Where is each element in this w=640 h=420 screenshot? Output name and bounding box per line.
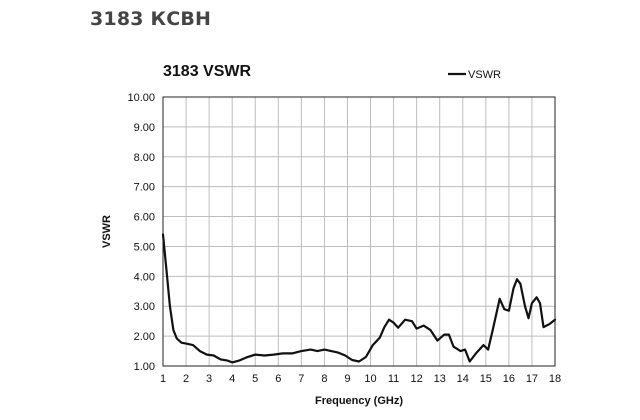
y-tick-labels: 1.00 2.00 3.00 4.00 5.00 6.00 7.00 8.00 9.00 10.0…: [127, 92, 155, 373]
x-tick-label: 17: [526, 373, 538, 385]
y-tick-label: 2.00: [134, 331, 155, 343]
x-tick-label: 9: [344, 373, 350, 385]
y-tick-label: 1.00: [134, 361, 155, 373]
y-tick-label: 3.00: [134, 301, 155, 313]
y-tick-label: 8.00: [134, 152, 155, 164]
x-tick-label: 3: [206, 373, 212, 385]
y-tick-label: 6.00: [134, 212, 155, 224]
legend-label: VSWR: [468, 69, 501, 81]
plot-frame: [162, 96, 556, 367]
grid: [162, 96, 556, 367]
x-tick-label: 12: [411, 373, 423, 385]
y-tick-label: 10.00: [127, 92, 155, 104]
page-heading: 3183 КСВН: [90, 8, 212, 30]
x-tick-label: 14: [457, 373, 469, 385]
x-axis-label: Frequency (GHz): [315, 395, 403, 407]
y-axis-label: VSWR: [101, 215, 113, 248]
legend: VSWR: [448, 69, 501, 81]
y-tick-label: 9.00: [134, 122, 155, 134]
x-tick-label: 10: [364, 373, 376, 385]
vswr-series-line: [161, 233, 557, 364]
x-tick-label: 16: [503, 373, 515, 385]
y-tick-label: 4.00: [134, 271, 155, 283]
x-tick-label: 2: [183, 373, 189, 385]
x-tick-label: 4: [229, 373, 235, 385]
y-tick-label: 5.00: [134, 241, 155, 253]
x-tick-label: 1: [160, 373, 166, 385]
x-tick-label: 6: [275, 373, 281, 385]
x-tick-label: 7: [298, 373, 304, 385]
x-tick-label: 8: [321, 373, 327, 385]
x-tick-label: 5: [252, 373, 258, 385]
x-tick-label: 18: [549, 373, 561, 385]
x-tick-labels: 1 2 3 4 5 6 7 8 9 10 11 12 13 14 15 16 17 18: [160, 373, 561, 385]
x-tick-label: 13: [434, 373, 446, 385]
x-tick-label: 11: [388, 373, 399, 385]
x-tick-label: 15: [480, 373, 492, 385]
y-tick-label: 7.00: [134, 182, 155, 194]
chart-title: 3183 VSWR: [163, 63, 251, 80]
